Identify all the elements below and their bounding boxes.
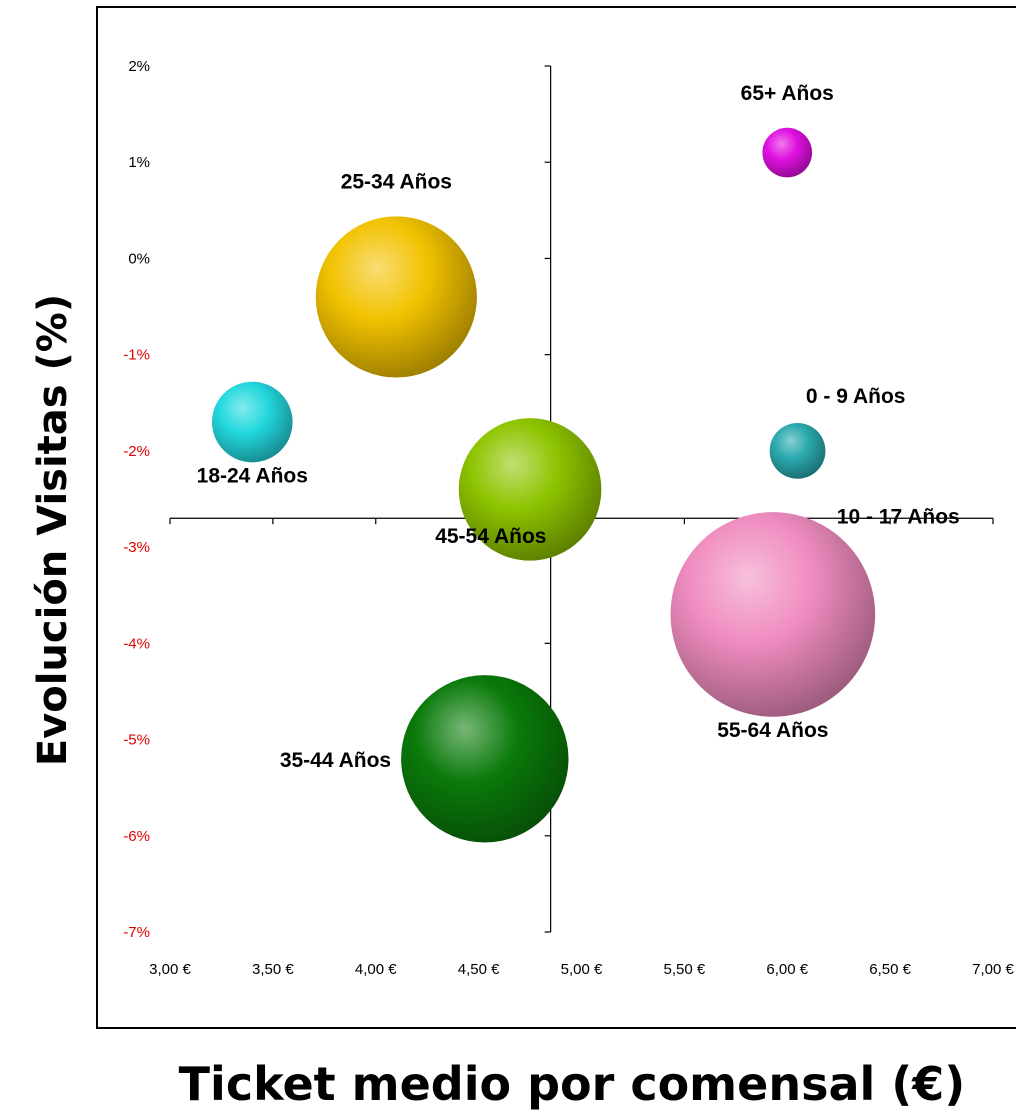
y-tick-label: -7% <box>123 924 150 941</box>
y-tick-label: -2% <box>123 443 150 460</box>
plot-frame <box>96 6 1016 1029</box>
bubble-65-a-os <box>762 127 813 178</box>
x-tick-label: 6,50 € <box>869 961 911 978</box>
y-axis-title: Evolución Visitas (%) <box>30 294 76 766</box>
y-tick-label: 0% <box>128 250 150 267</box>
bubble-label: 55-64 Años <box>717 719 828 742</box>
bubble-label: 65+ Años <box>741 82 834 105</box>
bubble-18-24-a-os <box>212 381 293 463</box>
x-axis-title: Ticket medio por comensal (€) <box>179 1057 966 1111</box>
y-tick-label: -1% <box>123 347 150 364</box>
bubble-55-64-a-os <box>670 512 876 717</box>
bubble-label: 35-44 Años <box>280 749 391 772</box>
y-tick-label: -5% <box>123 732 150 749</box>
bubble-25-34-a-os <box>315 216 477 378</box>
x-tick-label: 7,00 € <box>972 961 1014 978</box>
bubble-35-44-a-os <box>401 675 569 843</box>
bubble-label: 45-54 Años <box>435 525 546 548</box>
bubble-label: 25-34 Años <box>341 170 452 193</box>
bubble-label: 0 - 9 Años <box>806 385 906 408</box>
bubble-0-9-a-os <box>769 422 826 479</box>
x-tick-label: 5,50 € <box>664 961 706 978</box>
bubble-label: 10 - 17 Años <box>837 505 960 528</box>
y-tick-label: -4% <box>123 635 150 652</box>
x-tick-label: 4,00 € <box>355 961 397 978</box>
bubble-45-54-a-os <box>458 418 602 561</box>
y-tick-label: -6% <box>123 828 150 845</box>
x-tick-label: 5,00 € <box>561 961 603 978</box>
x-tick-label: 6,00 € <box>766 961 808 978</box>
x-tick-label: 3,00 € <box>149 961 191 978</box>
y-tick-label: 1% <box>128 154 150 171</box>
x-tick-label: 3,50 € <box>252 961 294 978</box>
bubble-label: 18-24 Años <box>197 464 308 487</box>
y-tick-label: 2% <box>128 58 150 75</box>
y-tick-label: -3% <box>123 539 150 556</box>
x-tick-label: 4,50 € <box>458 961 500 978</box>
